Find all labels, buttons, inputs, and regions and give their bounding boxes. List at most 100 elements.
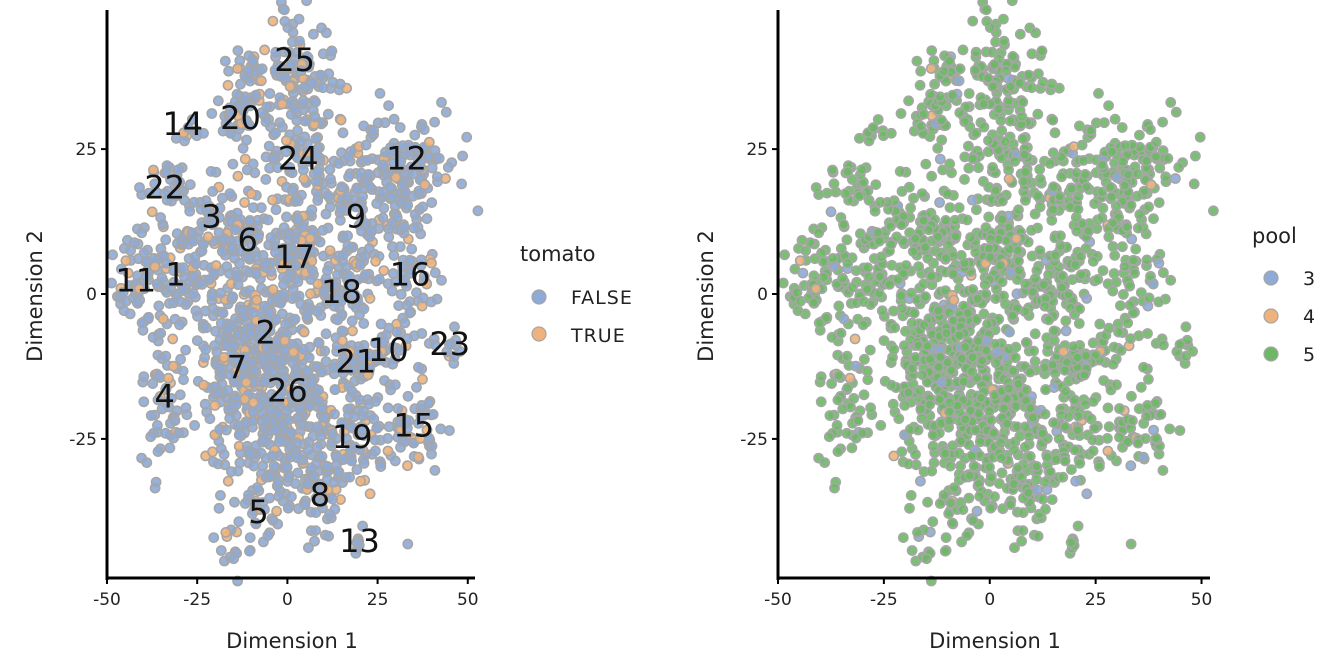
data-point xyxy=(1028,345,1039,357)
data-point xyxy=(884,278,895,290)
data-point xyxy=(981,344,992,356)
data-point xyxy=(177,283,189,295)
data-point xyxy=(1096,159,1108,171)
data-point xyxy=(238,305,249,316)
data-point xyxy=(417,201,429,213)
data-point xyxy=(283,472,295,483)
cluster-label-5: 5 xyxy=(248,493,268,531)
data-point xyxy=(156,272,168,284)
cluster-label-14: 14 xyxy=(162,105,203,143)
data-point xyxy=(394,241,406,253)
data-point xyxy=(905,489,917,501)
data-point xyxy=(329,384,341,396)
data-point xyxy=(1018,175,1029,187)
data-point xyxy=(926,170,937,182)
data-point xyxy=(373,273,385,285)
data-point xyxy=(1017,525,1029,536)
cluster-label-19: 19 xyxy=(332,418,373,456)
cluster-label-6: 6 xyxy=(238,221,258,259)
data-point xyxy=(1076,139,1088,151)
data-point xyxy=(984,461,995,473)
data-point xyxy=(808,297,819,309)
data-point xyxy=(1020,166,1031,178)
data-point xyxy=(251,294,263,306)
data-point xyxy=(978,121,990,133)
data-point xyxy=(885,127,897,139)
data-point xyxy=(292,213,304,225)
data-point xyxy=(980,288,992,300)
data-point xyxy=(436,274,447,286)
data-point xyxy=(1069,444,1081,456)
data-point xyxy=(247,415,259,427)
data-point xyxy=(1143,201,1154,213)
data-point xyxy=(1143,373,1154,385)
data-point xyxy=(1141,411,1152,422)
data-point xyxy=(824,410,836,421)
data-point xyxy=(388,113,400,125)
data-point xyxy=(1038,279,1050,291)
data-point xyxy=(287,346,299,358)
data-point xyxy=(1068,341,1079,352)
data-point xyxy=(1011,288,1023,300)
data-point xyxy=(954,107,966,119)
data-point xyxy=(399,169,411,180)
legend-key-true xyxy=(531,326,547,342)
data-point xyxy=(270,204,282,216)
data-point xyxy=(935,351,946,363)
data-point xyxy=(248,460,260,472)
data-point xyxy=(222,475,234,487)
data-point xyxy=(936,376,947,388)
data-point xyxy=(853,190,865,202)
data-point xyxy=(943,508,955,519)
data-point xyxy=(312,278,324,290)
data-point xyxy=(212,458,224,470)
data-point xyxy=(295,136,306,148)
data-point xyxy=(1069,394,1080,406)
data-point xyxy=(1093,88,1104,99)
data-point xyxy=(1098,375,1110,386)
data-point xyxy=(1092,273,1104,285)
data-point xyxy=(922,496,933,508)
data-point xyxy=(850,360,862,372)
data-point xyxy=(1150,136,1162,148)
data-point xyxy=(945,497,957,509)
data-point xyxy=(1023,69,1034,81)
legend-label-pool-3: 3 xyxy=(1303,268,1316,290)
data-point xyxy=(1003,164,1014,176)
data-point xyxy=(827,164,838,176)
data-point xyxy=(1125,460,1137,472)
data-point xyxy=(1081,488,1093,500)
data-point xyxy=(310,175,322,187)
data-point xyxy=(1107,285,1119,297)
data-point xyxy=(322,108,334,120)
data-point xyxy=(983,243,995,254)
data-point xyxy=(1005,499,1016,510)
data-point xyxy=(262,530,274,541)
data-point xyxy=(1124,280,1136,292)
data-point xyxy=(967,515,979,526)
data-point xyxy=(283,46,295,58)
data-point xyxy=(1034,201,1046,213)
data-point xyxy=(953,75,965,87)
data-point xyxy=(1024,366,1036,378)
data-point xyxy=(313,384,324,396)
legend-label-pool-5: 5 xyxy=(1303,344,1316,366)
data-point xyxy=(791,286,803,298)
data-point xyxy=(228,340,240,352)
data-point xyxy=(971,505,983,517)
data-point xyxy=(337,127,349,139)
data-point xyxy=(862,374,874,386)
data-point xyxy=(1030,27,1041,39)
data-point xyxy=(1107,358,1119,370)
data-point xyxy=(954,63,966,75)
data-point xyxy=(1043,314,1055,326)
data-point xyxy=(1019,306,1031,317)
data-point xyxy=(363,168,374,180)
data-point xyxy=(936,134,948,146)
data-point xyxy=(426,197,438,208)
data-point xyxy=(962,307,974,319)
data-point xyxy=(968,460,980,472)
data-point xyxy=(341,190,353,202)
data-point xyxy=(289,103,301,115)
data-point xyxy=(932,231,944,243)
